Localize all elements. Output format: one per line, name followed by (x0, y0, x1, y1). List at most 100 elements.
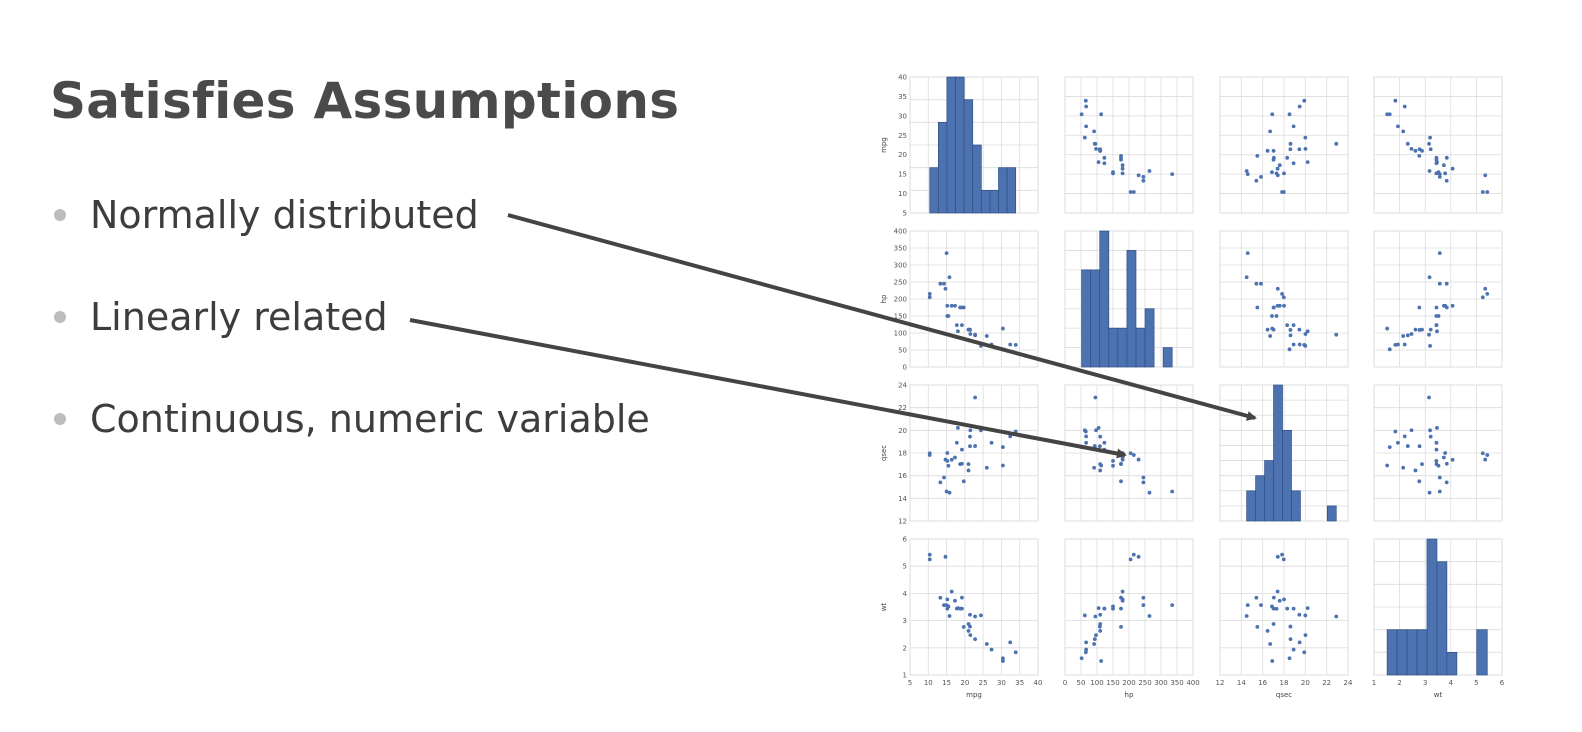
scatter-point-wt-hp-16 (1136, 554, 1141, 559)
scatter-point-qsec-hp-12 (1120, 455, 1125, 460)
histogram-bar-qsec-9 (1326, 505, 1337, 522)
histogram-bar-wt-1 (1396, 629, 1408, 676)
x-tick-label-wt: 4 (1449, 679, 1454, 687)
y-tick-label-wt: 5 (903, 563, 907, 571)
x-tick-label-hp: 250 (1138, 679, 1151, 687)
scatter-point-hp-qsec-16 (1275, 286, 1280, 291)
scatter-point-hp-mpg-29 (961, 305, 966, 310)
scatter-point-wt-hp-3 (1098, 612, 1103, 617)
scatter-point-qsec-hp-24 (1119, 461, 1123, 466)
x-axis-label-mpg: mpg (966, 691, 982, 699)
y-tick-label-qsec: 16 (898, 472, 907, 480)
histogram-bar-mpg-9 (1006, 167, 1017, 214)
x-axis-label-qsec: qsec (1276, 691, 1292, 699)
histogram-bar-mpg-4 (963, 99, 974, 214)
scatter-point-hp-qsec-17 (1297, 342, 1302, 347)
scatter-point-hp-qsec-2 (1288, 333, 1293, 338)
scatter-point-hp-mpg-10 (954, 323, 959, 328)
scatter-point-hp-mpg-23 (938, 281, 943, 286)
scatter-point-qsec-mpg-22 (945, 459, 950, 463)
scatter-point-qsec-mpg-23 (938, 480, 943, 485)
scatter-point-mpg-wt-18 (1387, 112, 1392, 117)
scatter-point-qsec-hp-26 (1092, 465, 1097, 470)
x-tick-label-hp: 350 (1170, 679, 1183, 687)
scatter-point-qsec-wt-15 (1485, 453, 1490, 457)
scatter-point-qsec-hp-9 (1102, 447, 1107, 452)
panel-mpg-vs-hp (1064, 76, 1194, 214)
bullet-item-linearly-related: Linearly related (50, 290, 650, 392)
scatter-point-mpg-hp-15 (1131, 190, 1136, 194)
scatter-point-qsec-mpg-20 (968, 428, 973, 433)
y-tick-label-hp: 350 (894, 245, 907, 253)
scatter-point-qsec-hp-16 (1136, 457, 1141, 462)
scatter-point-mpg-hp-8 (1093, 141, 1098, 146)
scatter-point-mpg-hp-25 (1084, 124, 1089, 129)
scatter-point-qsec-wt-16 (1483, 457, 1488, 462)
scatter-point-wt-hp-17 (1084, 640, 1089, 645)
scatter-point-wt-mpg-18 (1000, 656, 1005, 661)
histogram-bar-hp-4 (1117, 327, 1128, 368)
scatter-point-wt-qsec-12 (1277, 598, 1282, 603)
scatter-point-qsec-wt-24 (1444, 461, 1449, 466)
histogram-bar-wt-4 (1426, 538, 1438, 676)
scatter-point-wt-qsec-6 (1259, 603, 1263, 607)
scatter-point-hp-qsec-10 (1291, 323, 1296, 328)
scatter-point-qsec-hp-3 (1098, 434, 1103, 439)
scatter-point-hp-mpg-27 (1000, 326, 1005, 331)
scatter-point-hp-wt-14 (1480, 295, 1485, 300)
histogram-bar-wt-6 (1446, 651, 1458, 676)
x-tick-label-qsec: 20 (1301, 679, 1310, 687)
scatter-point-qsec-hp-29 (1119, 479, 1123, 484)
panel-qsec-vs-hp (1064, 384, 1194, 522)
scatter-point-qsec-mpg-30 (944, 489, 949, 494)
scatter-point-mpg-hp-20 (1094, 146, 1098, 151)
scatter-point-hp-qsec-24 (1271, 305, 1276, 310)
scatter-point-mpg-wt-6 (1437, 174, 1442, 179)
scatter-point-wt-hp-15 (1131, 552, 1136, 557)
scatter-point-wt-qsec-11 (1275, 589, 1280, 594)
scatter-point-wt-qsec-23 (1254, 595, 1259, 600)
x-tick-label-hp: 150 (1106, 679, 1119, 687)
scatter-point-wt-hp-31 (1097, 624, 1102, 629)
histogram-bar-qsec-4 (1282, 429, 1292, 522)
scatter-point-hp-qsec-31 (1288, 328, 1293, 332)
histogram-bar-hp-2 (1099, 230, 1110, 368)
y-tick-label-mpg: 20 (898, 151, 907, 159)
scatter-point-wt-hp-10 (1102, 606, 1107, 611)
scatter-point-mpg-wt-22 (1434, 171, 1439, 176)
scatter-point-wt-mpg-20 (968, 633, 973, 638)
scatter-point-mpg-qsec-3 (1297, 147, 1302, 152)
scatter-point-qsec-mpg-18 (1000, 445, 1005, 450)
scatter-point-hp-mpg-22 (945, 314, 950, 318)
scatter-point-qsec-hp-28 (1147, 490, 1152, 495)
scatter-point-mpg-wt-29 (1417, 153, 1422, 158)
scatter-point-hp-wt-25 (1396, 342, 1400, 347)
bullet-dot-icon (54, 413, 66, 425)
scatter-point-mpg-hp-6 (1141, 174, 1146, 179)
scatter-point-qsec-wt-6 (1437, 475, 1442, 480)
scatter-point-wt-hp-25 (1084, 647, 1089, 652)
scatter-point-mpg-hp-27 (1099, 112, 1104, 117)
scatter-point-qsec-hp-10 (1102, 440, 1107, 445)
y-axis-label-hp: hp (880, 294, 888, 303)
scatter-point-hp-mpg-9 (960, 323, 964, 328)
scatter-point-mpg-qsec-6 (1259, 174, 1263, 179)
scatter-point-wt-qsec-0 (1265, 629, 1270, 633)
scatter-point-mpg-qsec-19 (1302, 98, 1307, 103)
scatter-point-hp-wt-31 (1417, 328, 1422, 332)
scatter-point-mpg-hp-29 (1119, 153, 1123, 158)
scatter-point-hp-mpg-25 (989, 342, 994, 347)
scatter-point-wt-mpg-13 (945, 597, 950, 602)
scatter-point-wt-hp-22 (1111, 606, 1115, 611)
scatter-point-mpg-wt-19 (1393, 98, 1398, 103)
y-tick-label-qsec: 20 (898, 427, 907, 435)
scatter-point-wt-qsec-17 (1297, 640, 1302, 645)
x-tick-label-mpg: 5 (908, 679, 912, 687)
scatter-point-qsec-mpg-29 (961, 479, 966, 484)
scatter-point-mpg-qsec-1 (1271, 148, 1276, 153)
y-tick-label-qsec: 18 (898, 450, 907, 458)
scatter-point-mpg-wt-13 (1443, 171, 1448, 176)
scatter-point-mpg-qsec-23 (1254, 178, 1259, 183)
scatter-point-hp-mpg-15 (927, 292, 932, 296)
y-tick-label-mpg: 25 (898, 132, 907, 140)
